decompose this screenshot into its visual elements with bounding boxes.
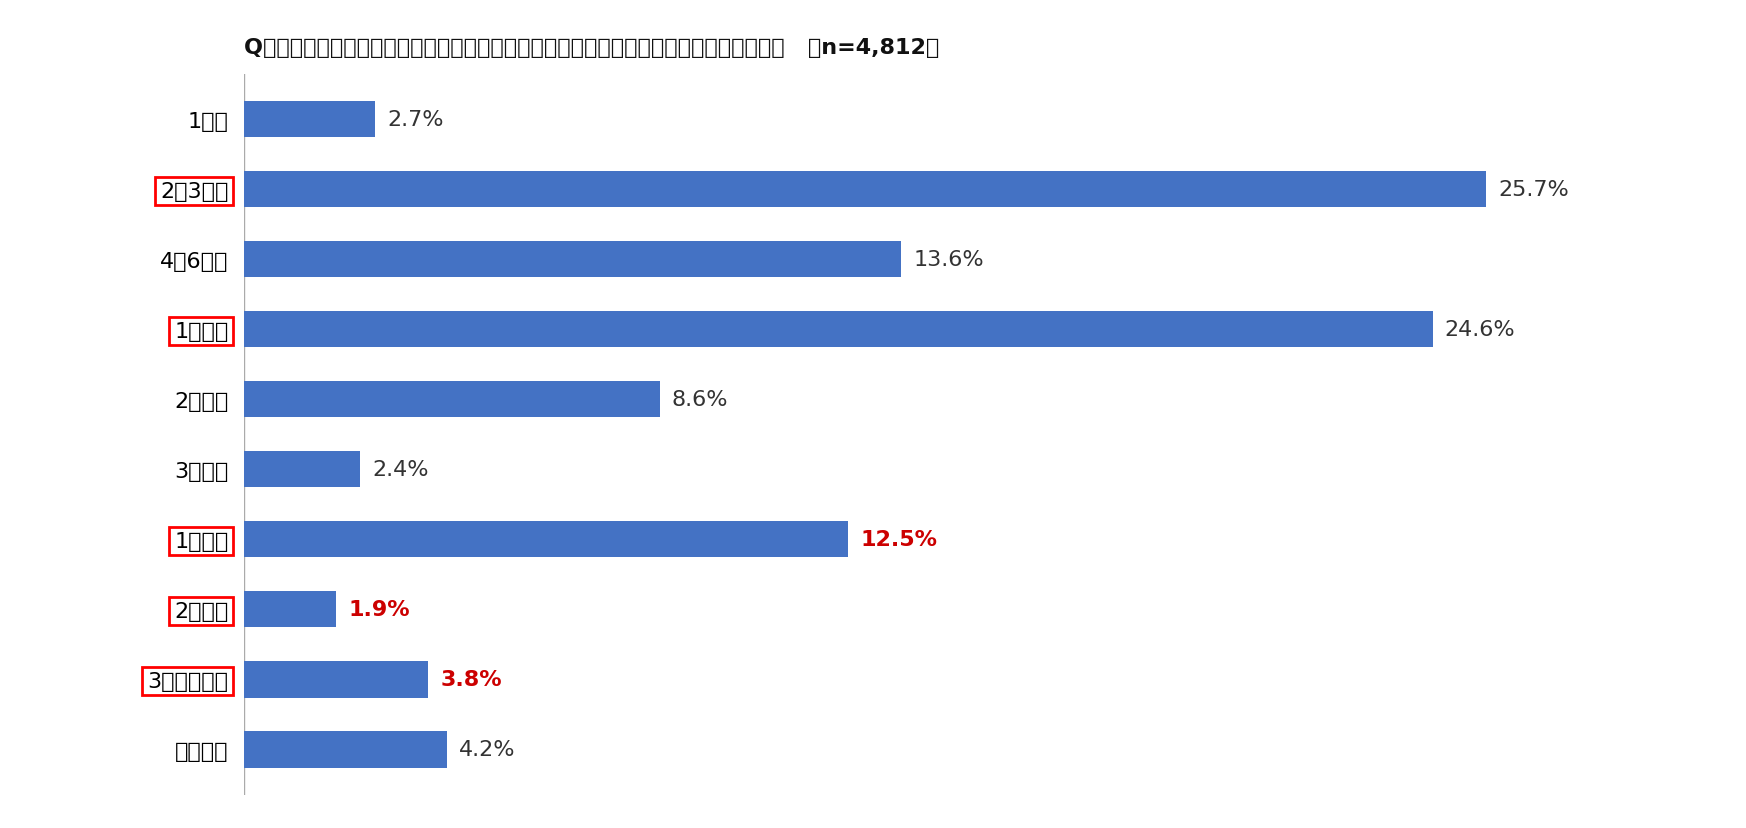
Bar <box>244 311 1433 348</box>
Bar <box>244 242 901 278</box>
Text: 13.6%: 13.6% <box>913 250 985 270</box>
Text: 4.2%: 4.2% <box>459 739 515 759</box>
Text: 12.5%: 12.5% <box>861 530 938 550</box>
Bar <box>244 102 375 138</box>
Bar <box>244 451 360 488</box>
Text: 24.6%: 24.6% <box>1446 320 1516 339</box>
Text: 1.9%: 1.9% <box>347 599 410 619</box>
Text: 2.7%: 2.7% <box>388 110 443 130</box>
Bar <box>244 731 447 768</box>
Bar <box>244 591 337 628</box>
Text: 25.7%: 25.7% <box>1498 180 1568 200</box>
Bar <box>244 522 849 558</box>
Bar <box>244 171 1486 208</box>
Text: 3.8%: 3.8% <box>440 670 501 690</box>
Bar <box>244 382 660 418</box>
Text: Q：災害に備え、普段から備蓄している「日用品」はどのくらいの量（何日分）ですか？   （n=4,812）: Q：災害に備え、普段から備蓄している「日用品」はどのくらいの量（何日分）ですか？… <box>244 38 939 58</box>
Bar <box>244 662 428 698</box>
Text: 2.4%: 2.4% <box>372 460 430 479</box>
Text: 8.6%: 8.6% <box>672 390 728 410</box>
